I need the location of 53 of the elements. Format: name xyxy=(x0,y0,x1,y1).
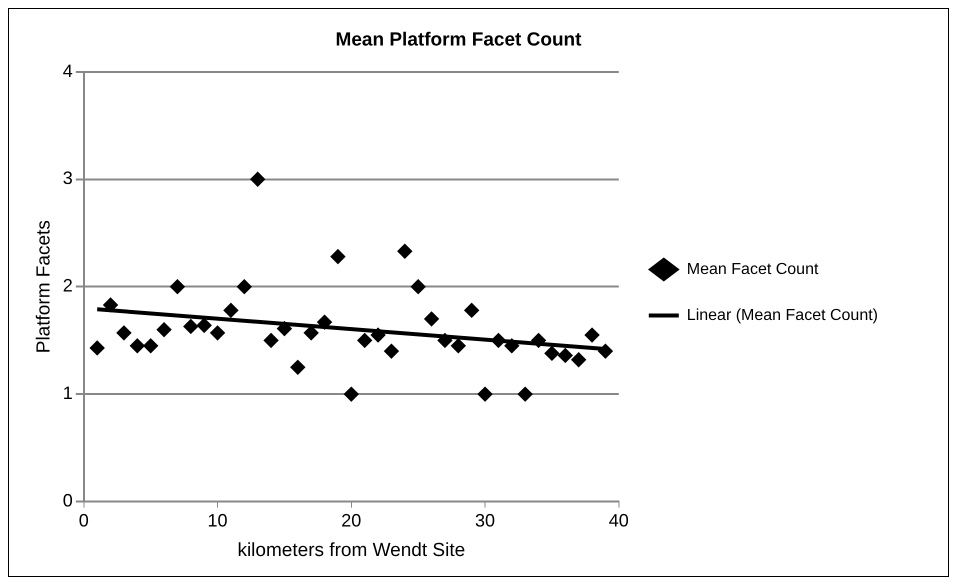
point xyxy=(558,348,573,363)
point xyxy=(183,318,198,334)
point xyxy=(317,314,332,330)
legend-label: Linear (Mean Facet Count) xyxy=(686,306,878,324)
point xyxy=(330,249,346,264)
y-tick-label: 3 xyxy=(62,168,73,188)
x-tick-label: 10 xyxy=(208,510,228,530)
point xyxy=(464,302,480,318)
point xyxy=(344,386,359,402)
point xyxy=(170,279,185,294)
point xyxy=(437,332,452,348)
y-axis-title: Platform Facets xyxy=(34,220,55,354)
point xyxy=(450,338,466,354)
point xyxy=(518,386,533,402)
point xyxy=(196,318,212,333)
y-tick-label: 0 xyxy=(62,490,73,511)
point xyxy=(504,338,520,354)
x-tick-label: 0 xyxy=(78,510,89,530)
point xyxy=(250,172,266,187)
y-tick-label: 1 xyxy=(62,383,73,404)
point xyxy=(490,332,506,348)
point xyxy=(116,325,132,340)
x-axis-title: kilometers from Wendt Site xyxy=(237,540,466,561)
point xyxy=(290,360,306,375)
point xyxy=(264,332,279,348)
y-tick-label: 4 xyxy=(62,60,73,81)
x-tick-label: 20 xyxy=(341,510,362,530)
point xyxy=(236,279,252,294)
point xyxy=(130,338,145,354)
chart-title: Mean Platform Facet Count xyxy=(336,30,582,51)
point xyxy=(397,244,412,259)
point xyxy=(598,344,613,359)
point xyxy=(384,344,399,359)
x-tick-label: 40 xyxy=(608,510,629,530)
point xyxy=(544,346,560,361)
point xyxy=(156,322,172,338)
point xyxy=(531,332,546,348)
point xyxy=(276,321,292,336)
point xyxy=(584,328,600,343)
point xyxy=(143,338,158,354)
point xyxy=(357,332,372,348)
point xyxy=(210,325,226,340)
point xyxy=(223,302,238,318)
point xyxy=(410,279,426,294)
point xyxy=(478,386,493,402)
point xyxy=(424,311,440,326)
point xyxy=(370,328,386,343)
point xyxy=(90,340,105,356)
point xyxy=(571,352,586,368)
x-tick-label: 30 xyxy=(475,510,496,530)
y-tick-label: 2 xyxy=(62,276,73,296)
point xyxy=(103,297,118,312)
legend-label: Mean Facet Count xyxy=(686,260,819,278)
